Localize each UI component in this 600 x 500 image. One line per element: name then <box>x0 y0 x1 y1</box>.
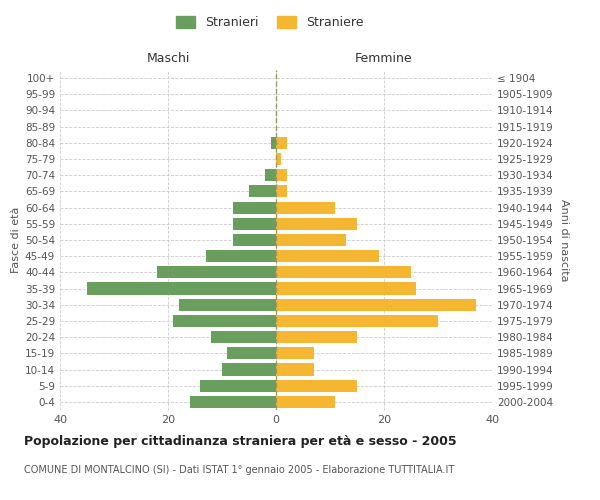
Bar <box>179 298 276 311</box>
Bar <box>276 169 287 181</box>
Bar <box>276 298 476 311</box>
Bar <box>276 153 281 165</box>
Bar <box>276 234 346 246</box>
Bar <box>276 266 411 278</box>
Bar <box>276 396 335 408</box>
Bar <box>233 234 276 246</box>
Bar <box>271 137 276 149</box>
Bar <box>276 348 314 360</box>
Bar <box>200 380 276 392</box>
Text: Maschi: Maschi <box>146 52 190 65</box>
Y-axis label: Anni di nascita: Anni di nascita <box>559 198 569 281</box>
Bar <box>276 137 287 149</box>
Bar <box>276 202 335 213</box>
Text: Popolazione per cittadinanza straniera per età e sesso - 2005: Popolazione per cittadinanza straniera p… <box>24 435 457 448</box>
Bar <box>206 250 276 262</box>
Bar <box>276 315 438 327</box>
Legend: Stranieri, Straniere: Stranieri, Straniere <box>172 11 368 34</box>
Bar <box>87 282 276 294</box>
Bar <box>222 364 276 376</box>
Bar <box>173 315 276 327</box>
Bar <box>211 331 276 343</box>
Bar <box>190 396 276 408</box>
Bar <box>157 266 276 278</box>
Text: COMUNE DI MONTALCINO (SI) - Dati ISTAT 1° gennaio 2005 - Elaborazione TUTTITALIA: COMUNE DI MONTALCINO (SI) - Dati ISTAT 1… <box>24 465 454 475</box>
Y-axis label: Fasce di età: Fasce di età <box>11 207 21 273</box>
Bar <box>276 282 416 294</box>
Bar <box>265 169 276 181</box>
Text: Femmine: Femmine <box>355 52 413 65</box>
Bar <box>276 331 357 343</box>
Bar <box>249 186 276 198</box>
Bar <box>227 348 276 360</box>
Bar <box>276 364 314 376</box>
Bar <box>276 186 287 198</box>
Bar <box>233 202 276 213</box>
Bar <box>233 218 276 230</box>
Bar <box>276 218 357 230</box>
Bar <box>276 380 357 392</box>
Bar <box>276 250 379 262</box>
